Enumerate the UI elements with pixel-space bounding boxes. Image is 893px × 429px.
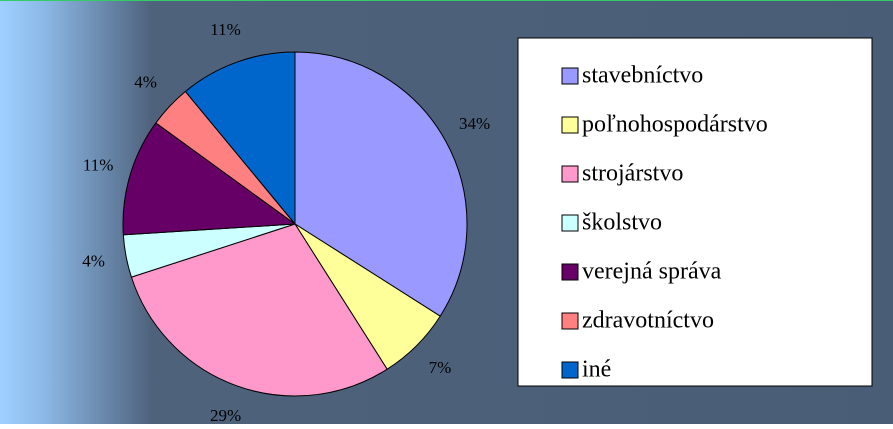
data-label: 11% (210, 20, 241, 39)
pie-slice (122, 122, 297, 236)
legend-label: iné (582, 357, 611, 383)
legend-label: strojárstvo (582, 161, 683, 187)
data-label: 29% (210, 406, 241, 424)
legend-swatch (561, 165, 579, 183)
legend-swatch (561, 214, 579, 232)
legend-label: zdravotníctvo (582, 308, 714, 334)
legend-swatch (561, 67, 579, 85)
legend-swatch (561, 116, 579, 134)
pie-slice (294, 51, 468, 317)
legend-swatch (561, 361, 579, 379)
legend-swatch (561, 263, 579, 281)
data-label: 4% (82, 251, 105, 270)
legend-label: stavebníctvo (582, 63, 703, 89)
data-label: 4% (134, 73, 157, 92)
pie-slice (184, 51, 296, 226)
legend-swatch (561, 312, 579, 330)
legend-box (517, 37, 873, 387)
legend-label: verejná správa (582, 259, 722, 285)
legend-label: poľnohospodárstvo (582, 112, 768, 138)
data-label: 34% (459, 114, 490, 133)
data-label: 11% (83, 156, 114, 175)
pie-slice (130, 223, 388, 397)
data-label: 7% (429, 358, 452, 377)
legend-label: školstvo (582, 210, 662, 236)
